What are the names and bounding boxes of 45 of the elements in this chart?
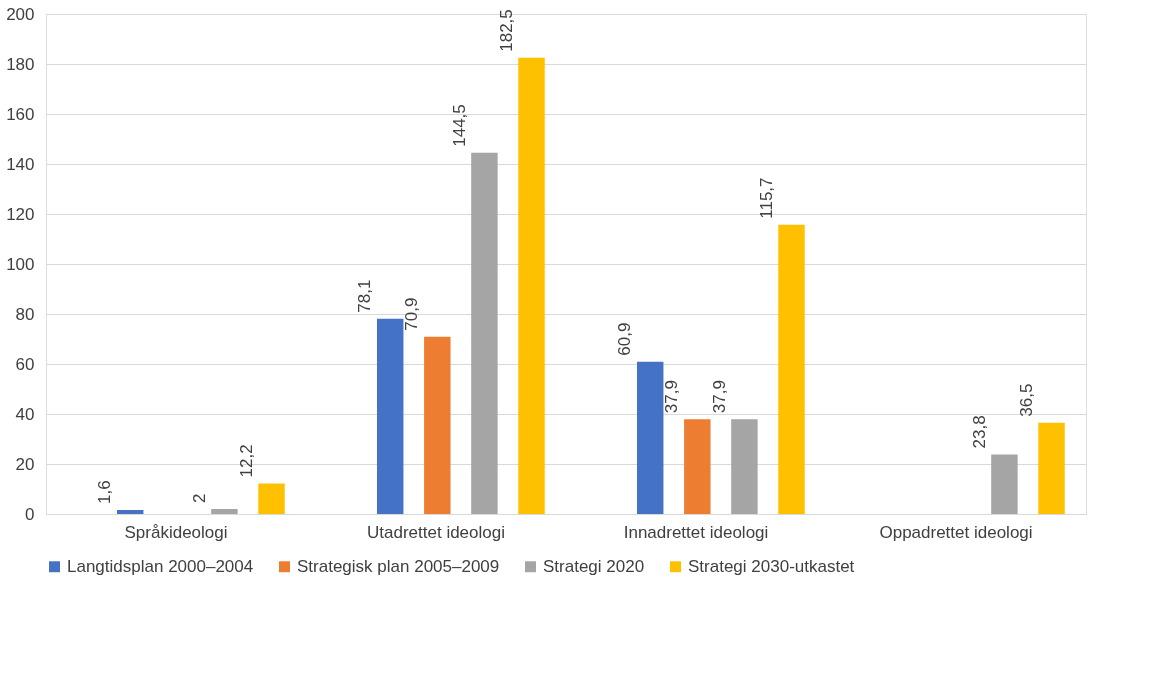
data-label: 2 (189, 493, 209, 503)
data-label: 12,2 (236, 444, 256, 478)
y-tick-label: 0 (25, 504, 35, 524)
data-label: 37,9 (709, 380, 729, 414)
bar (376, 318, 404, 514)
x-tick-label: Språkideologi (124, 522, 228, 542)
data-label: 70,9 (402, 297, 422, 331)
data-label: 115,7 (756, 177, 776, 219)
data-label: 1,6 (95, 480, 115, 504)
data-label: 78,1 (355, 279, 375, 313)
bar (424, 336, 451, 514)
data-label: 36,5 (1016, 383, 1036, 417)
legend-label: Langtidsplan 2000–2004 (67, 556, 254, 576)
bar (991, 454, 1018, 514)
x-tick-label: Utadrettet ideologi (367, 522, 505, 542)
y-tick-label: 200 (6, 4, 35, 24)
y-tick-label: 120 (6, 204, 35, 224)
bar (518, 57, 545, 514)
data-label: 60,9 (615, 322, 635, 356)
data-label: 23,8 (969, 415, 989, 449)
bar (1038, 422, 1065, 514)
y-tick-label: 160 (6, 104, 35, 124)
y-tick-label: 180 (6, 54, 35, 74)
data-label: 144,5 (449, 104, 469, 147)
y-tick-label: 60 (15, 354, 35, 374)
y-tick-label: 80 (15, 304, 35, 324)
y-tick-label: 20 (15, 454, 35, 474)
bar (116, 510, 144, 514)
legend-label: Strategi 2030-utkastet (688, 556, 855, 576)
bar (258, 483, 285, 514)
data-label: 37,9 (662, 380, 682, 414)
bar (684, 419, 711, 514)
bar (731, 419, 758, 514)
x-tick-label: Innadrettet ideologi (623, 522, 769, 542)
y-tick-label: 100 (6, 254, 35, 274)
bar (471, 152, 498, 514)
bar (636, 361, 664, 514)
bar (778, 224, 805, 514)
legend-label: Strategi 2020 (543, 556, 645, 576)
x-tick-label: Oppadrettet ideologi (879, 522, 1033, 542)
bar (211, 509, 238, 514)
data-label: 182,5 (496, 9, 516, 52)
y-tick-label: 40 (15, 404, 35, 424)
legend-label: Strategisk plan 2005–2009 (297, 556, 500, 576)
y-tick-label: 140 (6, 154, 35, 174)
